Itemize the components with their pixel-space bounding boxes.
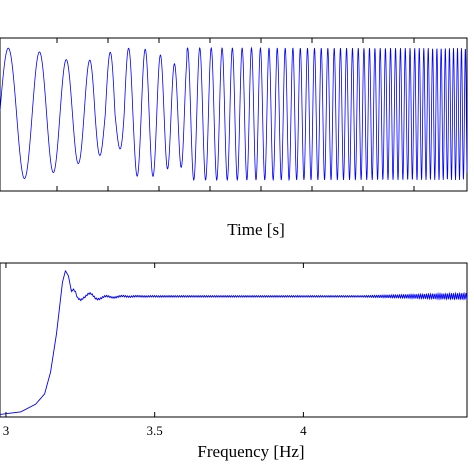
top-x-axis-label: Time [s] [227, 220, 284, 239]
bottom-x-tick-label-1: 3 [3, 423, 10, 438]
top-chart: Time [s] [0, 37, 468, 239]
bottom-tick-labels: 3 3.5 4 [3, 423, 307, 438]
bottom-x-tick-label-2: 3.5 [147, 423, 163, 438]
bottom-ticks [5, 263, 304, 417]
top-plot-frame [0, 37, 468, 192]
bottom-plot-frame [0, 262, 468, 418]
top-ticks [56, 38, 415, 191]
top-series-line [0, 46, 468, 182]
bottom-series-line [0, 270, 468, 415]
bottom-x-tick-label-3: 4 [300, 423, 307, 438]
bottom-chart: 3 3.5 4 Frequency [Hz] [0, 262, 468, 461]
bottom-x-axis-label: Frequency [Hz] [197, 442, 304, 461]
